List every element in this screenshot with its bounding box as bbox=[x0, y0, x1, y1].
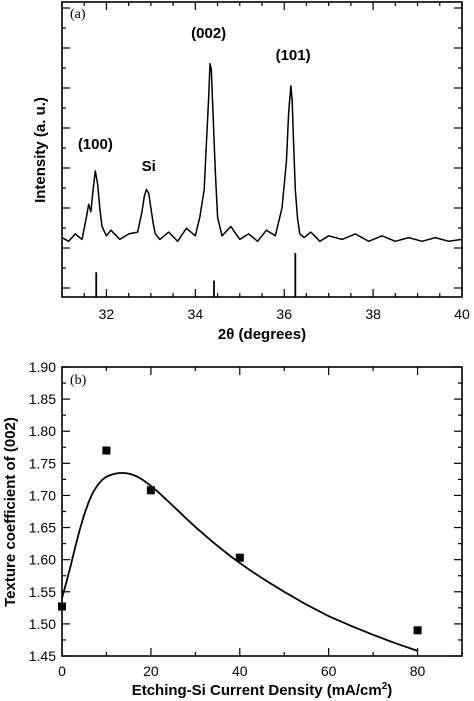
texture-x-tick-label: 40 bbox=[232, 663, 248, 679]
texture-x-tick-label: 80 bbox=[410, 663, 426, 679]
texture-y-ticks: 1.45 1.50 1.55 1.60 1.65 1.70 1.75 1.80 1.85 1.90 bbox=[29, 359, 462, 664]
texture-y-tick-label: 1.75 bbox=[29, 455, 56, 471]
texture-data-point bbox=[413, 626, 422, 635]
xrd-peak-label: (101) bbox=[276, 47, 311, 64]
texture-x-tick-label: 0 bbox=[58, 663, 66, 679]
texture-data-point bbox=[102, 446, 111, 455]
texture-y-tick-label: 1.55 bbox=[29, 584, 56, 600]
texture-y-axis-title: Texture coefficient of (002) bbox=[2, 417, 19, 607]
texture-panel-label: (b) bbox=[70, 373, 87, 388]
texture-data-points bbox=[58, 446, 422, 635]
xrd-x-tick-label: 36 bbox=[276, 306, 292, 322]
texture-x-axis-title-sup: 2 bbox=[382, 681, 388, 692]
texture-y-tick-label: 1.50 bbox=[29, 616, 56, 632]
texture-x-tick-label: 60 bbox=[321, 663, 337, 679]
texture-data-point bbox=[58, 602, 66, 611]
texture-y-tick-label: 1.85 bbox=[29, 391, 56, 407]
xrd-reference-lines bbox=[95, 253, 297, 297]
texture-y-tick-label: 1.90 bbox=[29, 359, 56, 375]
texture-plot-frame bbox=[61, 366, 463, 657]
xrd-peak-annotations: (100) Si (002) (101) bbox=[78, 25, 311, 175]
texture-data-point bbox=[235, 553, 244, 562]
xrd-x-ticks: 32 34 36 38 40 bbox=[61, 2, 470, 322]
xrd-peak-label: (100) bbox=[78, 136, 113, 153]
xrd-x-tick-label: 32 bbox=[99, 306, 115, 322]
texture-x-axis-title: Etching-Si Current Density (mA/cm2) bbox=[132, 681, 393, 699]
xrd-pattern-line bbox=[61, 62, 463, 243]
xrd-peak-label: Si bbox=[142, 158, 156, 175]
texture-y-tick-label: 1.80 bbox=[29, 423, 56, 439]
xrd-x-tick-label: 34 bbox=[188, 306, 204, 322]
xrd-y-axis-title: Intensity (a. u.) bbox=[32, 97, 49, 203]
xrd-x-axis-title: 2θ (degrees) bbox=[218, 326, 306, 343]
texture-x-ticks: 0 20 40 60 80 bbox=[58, 367, 463, 679]
xrd-panel-label: (a) bbox=[70, 7, 86, 22]
texture-data-point bbox=[146, 486, 155, 495]
texture-x-tick-label: 20 bbox=[143, 663, 159, 679]
xrd-y-ticks bbox=[62, 7, 462, 289]
texture-y-tick-label: 1.45 bbox=[29, 648, 56, 664]
texture-y-tick-label: 1.65 bbox=[29, 520, 56, 536]
xrd-peak-label: (002) bbox=[191, 25, 226, 42]
texture-chart: 0 20 40 60 80 1.451.501.551.601.651.701.751.… bbox=[2, 359, 463, 699]
texture-y-tick-label: 1.70 bbox=[29, 487, 56, 503]
xrd-plot-frame bbox=[61, 1, 463, 298]
texture-fit-curve bbox=[61, 472, 418, 652]
xrd-chart: 32 34 36 38 40 (100) Si (002) (101) (a) 2θ (deg… bbox=[32, 1, 470, 343]
xrd-x-tick-label: 40 bbox=[454, 306, 470, 322]
xrd-x-tick-label: 38 bbox=[365, 306, 381, 322]
texture-y-tick-label: 1.60 bbox=[29, 552, 56, 568]
